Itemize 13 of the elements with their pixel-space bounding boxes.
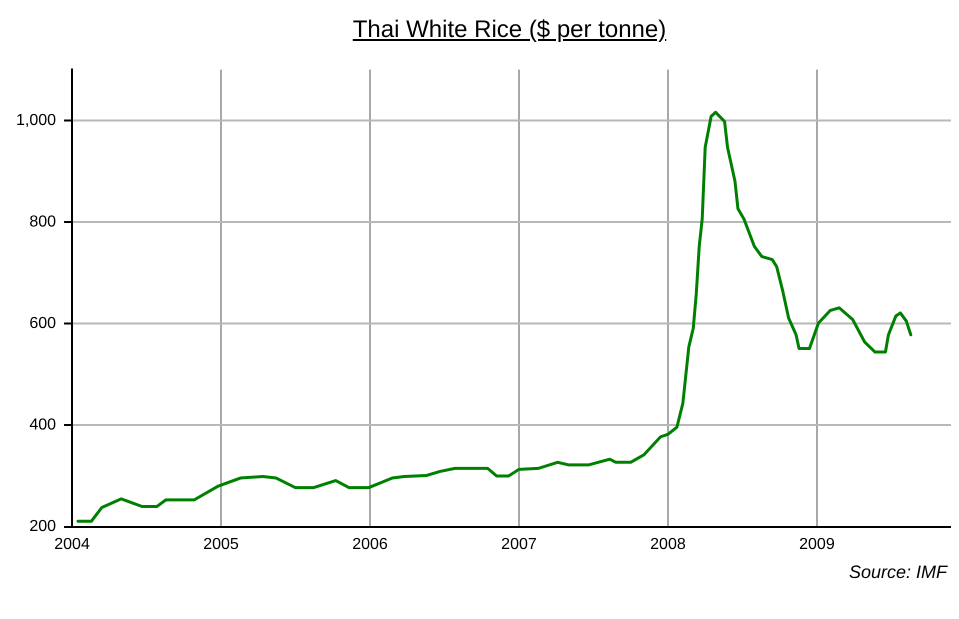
x-tick-label: 2006 xyxy=(352,536,388,553)
chart-title: Thai White Rice ($ per tonne) xyxy=(352,15,668,45)
x-tick-label: 2004 xyxy=(54,536,90,553)
x-tick-label: 2005 xyxy=(203,536,239,553)
x-tick-label: 2008 xyxy=(650,536,686,553)
y-tick-label: 1,000 xyxy=(16,112,56,129)
y-tick-label: 800 xyxy=(29,213,56,230)
y-tick-label: 200 xyxy=(29,518,56,536)
y-tick-label: 600 xyxy=(29,315,56,332)
x-tick-label: 2009 xyxy=(799,536,835,553)
x-tick-label: 2007 xyxy=(501,536,537,553)
y-tick-label: 400 xyxy=(29,416,56,434)
source-note: Source: IMF xyxy=(848,562,949,583)
